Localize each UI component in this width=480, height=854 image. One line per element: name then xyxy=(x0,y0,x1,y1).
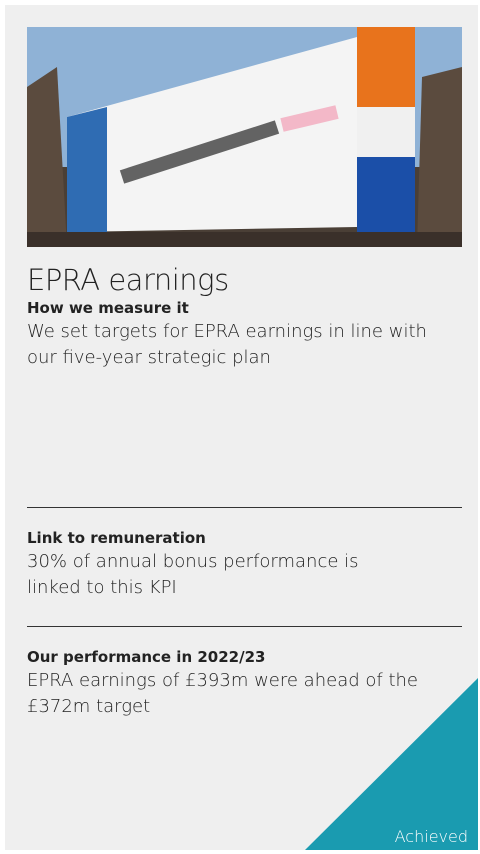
status-label: Achieved xyxy=(395,827,468,846)
status-corner xyxy=(5,5,478,850)
kpi-card: EPRA earnings How we measure it We set t… xyxy=(5,5,478,850)
page: EPRA earnings How we measure it We set t… xyxy=(0,0,480,854)
